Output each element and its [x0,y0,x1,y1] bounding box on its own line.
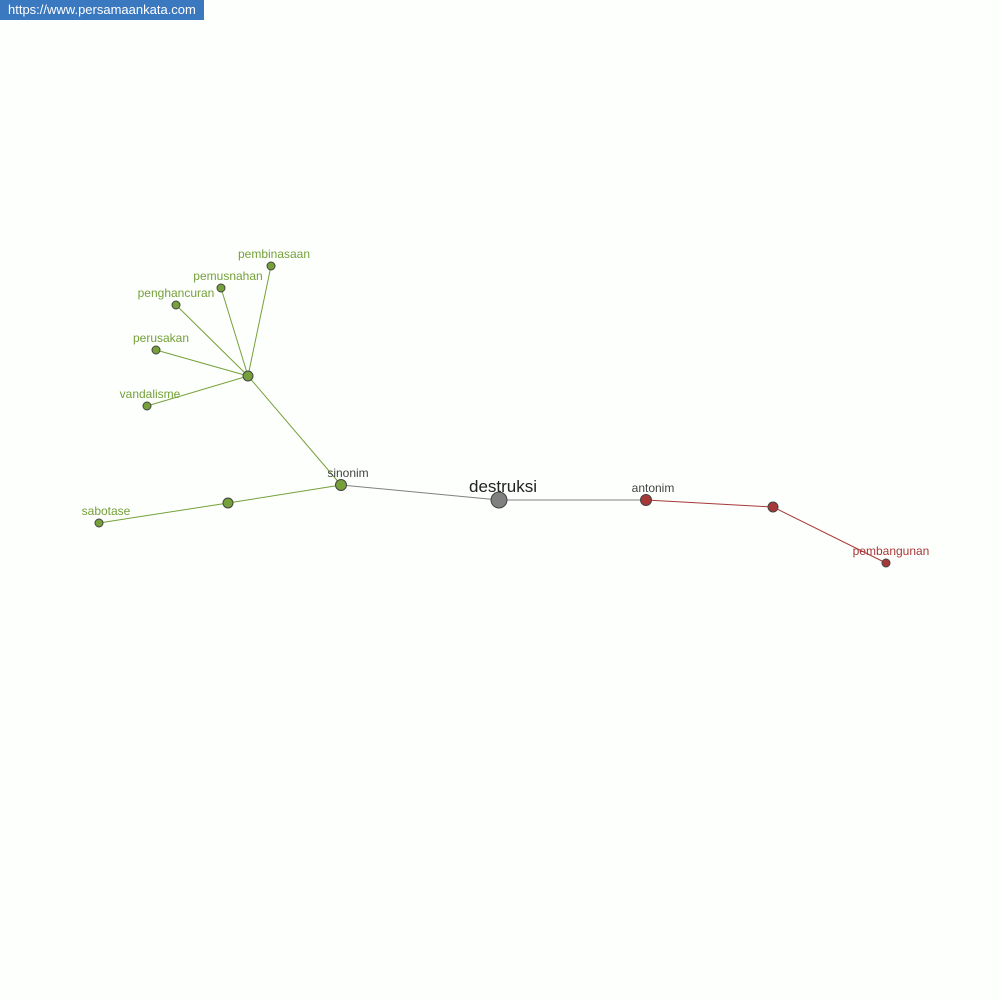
node-vandalisme[interactable] [142,401,152,411]
node-hub3[interactable] [767,501,779,513]
edge-destruksi-sinonim [340,484,500,501]
edge-hub1-pemusnahan [220,287,249,377]
label-perusakan[interactable]: perusakan [133,331,189,345]
edge-sinonim-hub2 [227,484,342,504]
edge-hub1-penghancuran [175,304,249,377]
label-vandalisme[interactable]: vandalisme [120,387,181,401]
edge-antonim-hub3 [645,499,774,508]
label-pemusnahan[interactable]: pemusnahan [193,269,262,283]
edge-hub3-pembangunan [772,506,887,564]
node-pembangunan[interactable] [881,558,891,568]
label-sabotase[interactable]: sabotase [82,504,131,518]
node-hub1[interactable] [242,370,254,382]
node-pembinasaan[interactable] [266,261,276,271]
node-perusakan[interactable] [151,345,161,355]
edge-hub1-vandalisme [146,375,249,407]
site-url-banner[interactable]: https://www.persamaankata.com [0,0,204,20]
edge-hub1-perusakan [155,349,249,377]
node-sabotase[interactable] [94,518,104,528]
label-destruksi[interactable]: destruksi [469,477,537,496]
node-pemusnahan[interactable] [216,283,226,293]
label-pembinasaan[interactable]: pembinasaan [238,247,310,261]
label-antonim[interactable]: antonim [632,481,675,495]
edge-sinonim-hub1 [247,375,342,486]
node-penghancuran[interactable] [171,300,181,310]
node-antonim[interactable] [640,494,652,506]
edge-hub2-sabotase [98,502,229,524]
label-sinonim[interactable]: sinonim [327,466,368,480]
node-destruksi[interactable] [490,491,508,509]
label-penghancuran[interactable]: penghancuran [138,286,215,300]
label-pembangunan[interactable]: pembangunan [853,544,930,558]
node-hub2[interactable] [222,497,234,509]
edge-hub1-pembinasaan [247,265,272,377]
node-sinonim[interactable] [335,479,347,491]
